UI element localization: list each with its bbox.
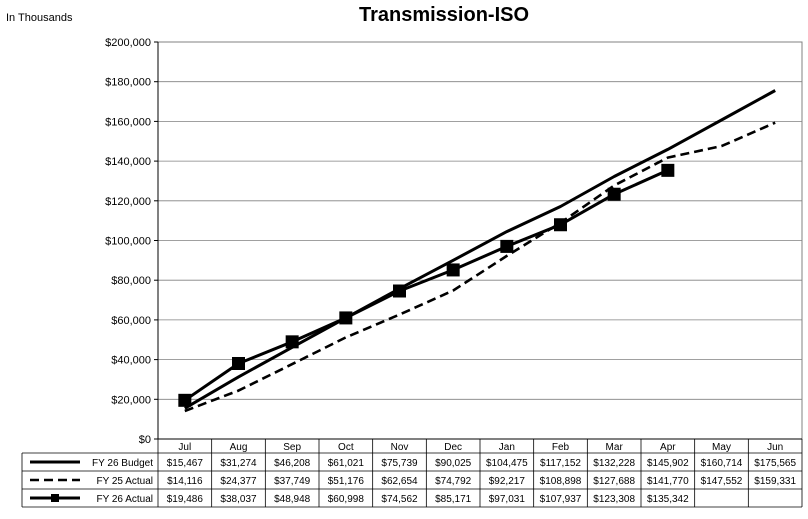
x-tick-label: Nov [391, 442, 409, 453]
data-label: $24,377 [220, 476, 257, 487]
data-label: $175,565 [754, 458, 796, 469]
data-label: $117,152 [540, 458, 581, 469]
y-tick-label: $20,000 [111, 394, 151, 406]
data-label: $90,025 [435, 458, 472, 469]
y-tick-label: $180,000 [105, 77, 151, 89]
data-label: $48,948 [274, 494, 311, 505]
chart-title-text: Transmission-ISO [358, 4, 530, 26]
y-tick-label: $140,000 [105, 156, 151, 168]
data-label: $127,688 [593, 476, 635, 487]
data-point-marker [661, 163, 675, 177]
data-label: $61,021 [328, 458, 365, 469]
data-label: $159,331 [754, 476, 796, 487]
x-tick-label: May [712, 442, 731, 453]
data-label: $141,770 [647, 476, 689, 487]
x-tick-label: Jul [178, 442, 191, 453]
x-tick-label: Oct [338, 442, 354, 453]
x-tick-label: Feb [552, 442, 570, 453]
x-tick-label: Aug [230, 442, 248, 453]
legend-key-marker [51, 494, 59, 502]
data-point-marker [554, 218, 567, 232]
data-label: $19,486 [167, 494, 204, 505]
data-point-marker [500, 239, 514, 253]
y-tick-label: $40,000 [111, 355, 151, 367]
data-label: $132,228 [593, 458, 635, 469]
data-label: $85,171 [435, 494, 472, 505]
data-label: $147,552 [701, 476, 743, 487]
y-tick-label: $200,000 [105, 37, 151, 49]
legend-entry-label: FY 26 Budget [92, 458, 153, 469]
data-label: $38,037 [220, 494, 257, 505]
data-label: $107,937 [540, 494, 582, 505]
y-tick-label: $0 [139, 434, 151, 446]
x-tick-label: Jun [767, 442, 783, 453]
x-tick-label: Sep [283, 442, 301, 453]
data-label: $108,898 [540, 476, 582, 487]
data-point-marker [607, 187, 621, 201]
legend-entry-label: FY 26 Actual [96, 494, 153, 505]
x-tick-label: Mar [606, 442, 624, 453]
x-tick-label: Apr [660, 442, 676, 453]
data-label: $74,792 [435, 476, 472, 487]
data-label: $51,176 [328, 476, 365, 487]
data-label: $60,998 [328, 494, 365, 505]
y-tick-label: $60,000 [111, 315, 151, 327]
chart-title: Transmission-ISO [0, 4, 808, 27]
data-point-marker [393, 284, 406, 298]
data-label: $75,739 [381, 458, 418, 469]
data-label: $37,749 [274, 476, 311, 487]
data-label: $31,274 [220, 458, 257, 469]
x-tick-label: Dec [444, 442, 462, 453]
data-point-marker [178, 393, 192, 407]
data-point-marker [339, 311, 353, 325]
data-label: $123,308 [593, 494, 635, 505]
data-label: $160,714 [701, 458, 743, 469]
data-point-marker [285, 335, 299, 349]
data-label: $62,654 [381, 476, 418, 487]
data-label: $14,116 [167, 476, 203, 487]
x-tick-label: Jan [499, 442, 515, 453]
series-line [184, 121, 776, 413]
y-tick-label: $120,000 [105, 196, 151, 208]
units-note: In Thousands [6, 12, 73, 24]
y-tick-label: $80,000 [111, 275, 151, 287]
data-label: $97,031 [489, 494, 526, 505]
data-label: $92,217 [489, 476, 526, 487]
legend-entry-label: FY 25 Actual [96, 476, 153, 487]
data-label: $145,902 [647, 458, 689, 469]
y-tick-label: $100,000 [105, 236, 151, 248]
data-label: $15,467 [167, 458, 204, 469]
data-point-marker [232, 356, 245, 370]
data-point-marker [446, 263, 460, 277]
data-label: $135,342 [647, 494, 689, 505]
data-label: $74,562 [381, 494, 418, 505]
data-label: $104,475 [486, 458, 528, 469]
series-line [184, 89, 776, 410]
series-line [183, 168, 669, 402]
y-tick-label: $160,000 [105, 116, 151, 128]
data-label: $46,208 [274, 458, 311, 469]
